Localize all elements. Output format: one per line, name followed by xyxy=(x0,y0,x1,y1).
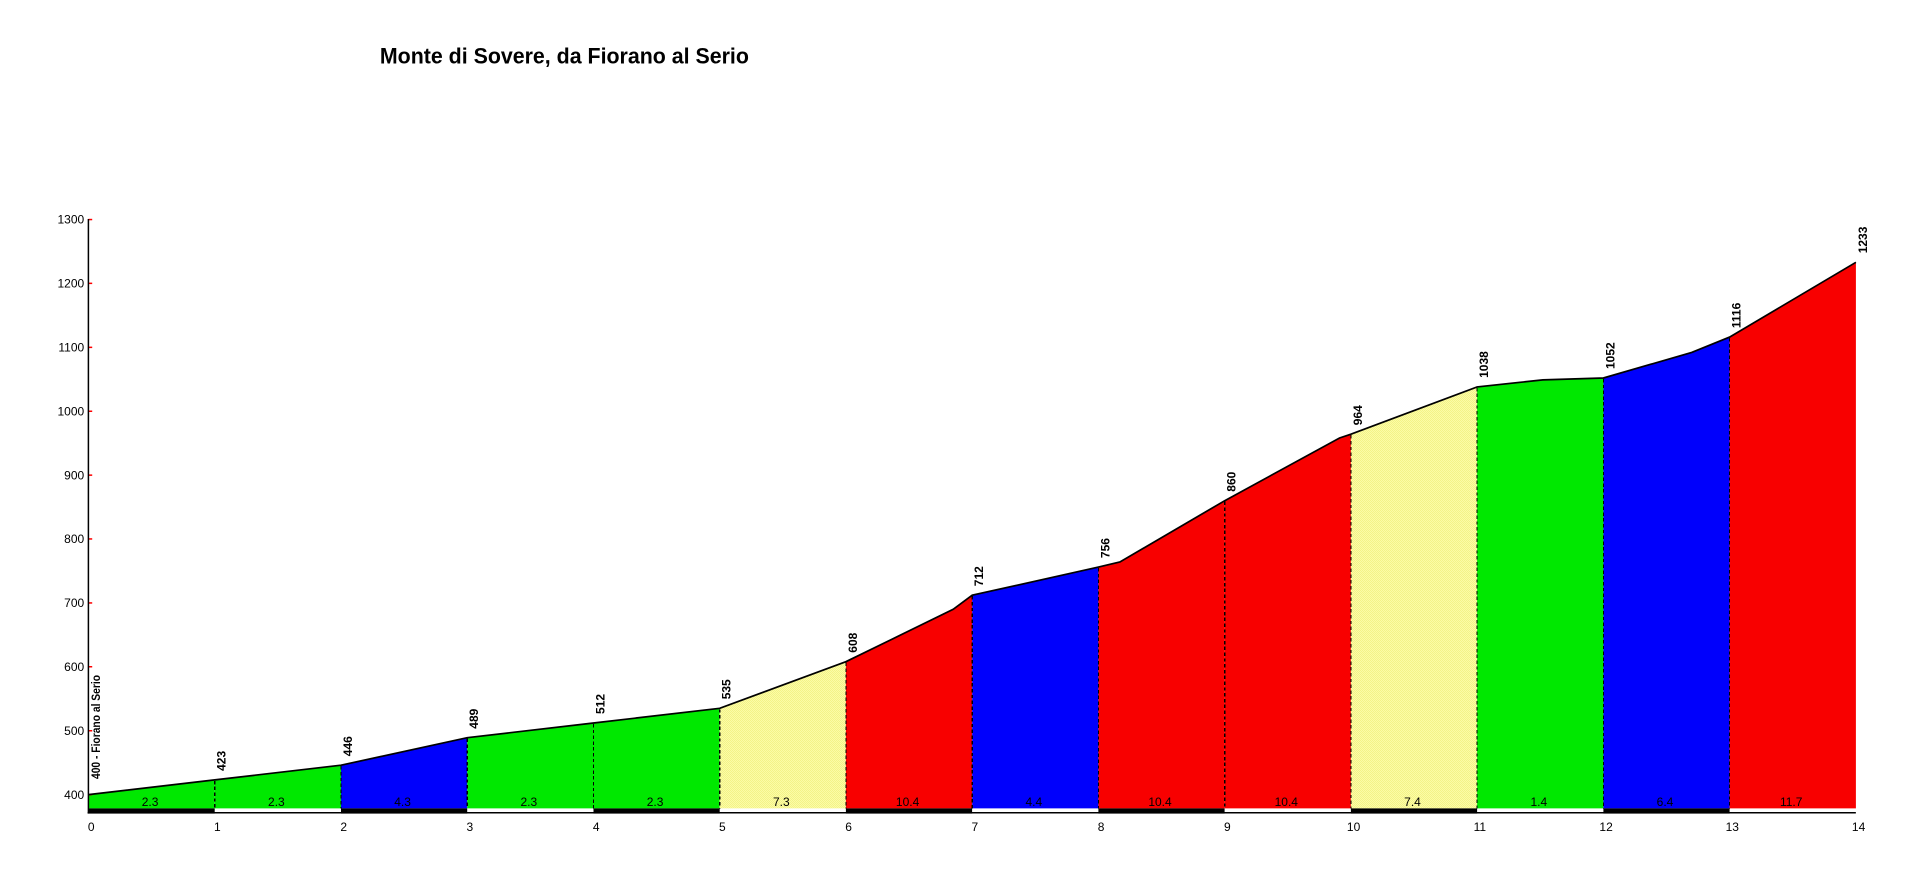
svg-text:2.3: 2.3 xyxy=(142,795,159,809)
svg-text:10.4: 10.4 xyxy=(896,795,920,809)
svg-text:7.4: 7.4 xyxy=(1404,795,1421,809)
svg-text:1233: 1233 xyxy=(1856,226,1870,253)
svg-text:800: 800 xyxy=(64,532,84,546)
svg-text:1.4: 1.4 xyxy=(1530,795,1547,809)
svg-text:1: 1 xyxy=(214,820,221,834)
svg-text:900: 900 xyxy=(64,468,84,482)
svg-text:5: 5 xyxy=(719,820,726,834)
svg-text:4: 4 xyxy=(593,820,600,834)
svg-text:712: 712 xyxy=(972,566,986,586)
svg-text:13: 13 xyxy=(1726,820,1740,834)
svg-text:860: 860 xyxy=(1225,471,1239,491)
svg-text:423: 423 xyxy=(215,751,229,771)
svg-text:1100: 1100 xyxy=(58,341,84,355)
svg-text:3: 3 xyxy=(467,820,474,834)
svg-text:12: 12 xyxy=(1599,820,1613,834)
svg-text:6: 6 xyxy=(845,820,852,834)
svg-text:700: 700 xyxy=(64,596,84,610)
svg-text:9: 9 xyxy=(1224,820,1231,834)
svg-text:600: 600 xyxy=(64,660,84,674)
svg-text:1300: 1300 xyxy=(57,213,84,227)
svg-text:489: 489 xyxy=(467,708,481,728)
svg-text:1052: 1052 xyxy=(1603,342,1617,369)
svg-text:10: 10 xyxy=(1347,820,1361,834)
svg-text:446: 446 xyxy=(341,736,355,756)
svg-text:10.4: 10.4 xyxy=(1148,795,1172,809)
svg-text:7: 7 xyxy=(972,820,979,834)
svg-text:10.4: 10.4 xyxy=(1275,795,1299,809)
svg-text:0: 0 xyxy=(88,820,95,834)
svg-text:11: 11 xyxy=(1474,820,1487,834)
svg-text:1038: 1038 xyxy=(1477,351,1491,378)
svg-text:2.3: 2.3 xyxy=(520,795,537,809)
svg-text:4.4: 4.4 xyxy=(1025,795,1042,809)
svg-text:4.3: 4.3 xyxy=(394,795,411,809)
svg-text:1200: 1200 xyxy=(57,277,84,291)
svg-text:964: 964 xyxy=(1351,405,1365,425)
svg-text:512: 512 xyxy=(594,694,608,714)
svg-text:Monte di Sovere, da Fiorano al: Monte di Sovere, da Fiorano al Serio xyxy=(380,44,749,69)
svg-text:2.3: 2.3 xyxy=(647,795,664,809)
svg-text:535: 535 xyxy=(720,679,734,699)
svg-text:756: 756 xyxy=(1098,538,1112,558)
svg-text:8: 8 xyxy=(1098,820,1105,834)
svg-text:1116: 1116 xyxy=(1730,302,1744,328)
svg-text:7.3: 7.3 xyxy=(773,795,790,809)
svg-text:11.7: 11.7 xyxy=(1780,795,1803,809)
svg-text:500: 500 xyxy=(64,724,84,738)
svg-text:6.4: 6.4 xyxy=(1657,795,1674,809)
svg-text:2.3: 2.3 xyxy=(268,795,285,809)
svg-text:2: 2 xyxy=(340,820,347,834)
svg-text:400 - Fiorano al Serio: 400 - Fiorano al Serio xyxy=(89,675,103,779)
svg-text:400: 400 xyxy=(64,788,84,802)
svg-text:608: 608 xyxy=(846,632,860,652)
svg-text:1000: 1000 xyxy=(57,404,84,418)
svg-text:14: 14 xyxy=(1852,820,1866,834)
